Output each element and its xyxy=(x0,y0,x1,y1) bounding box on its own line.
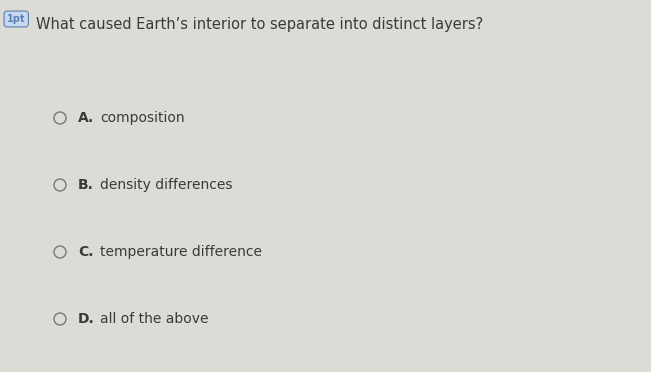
Text: 1pt: 1pt xyxy=(7,14,25,24)
Text: C.: C. xyxy=(78,245,94,259)
Text: all of the above: all of the above xyxy=(100,312,208,326)
Text: B.: B. xyxy=(78,178,94,192)
Text: composition: composition xyxy=(100,111,185,125)
Text: D.: D. xyxy=(78,312,95,326)
Text: What caused Earth’s interior to separate into distinct layers?: What caused Earth’s interior to separate… xyxy=(36,17,483,32)
Text: temperature difference: temperature difference xyxy=(100,245,262,259)
Text: A.: A. xyxy=(78,111,94,125)
Text: density differences: density differences xyxy=(100,178,232,192)
